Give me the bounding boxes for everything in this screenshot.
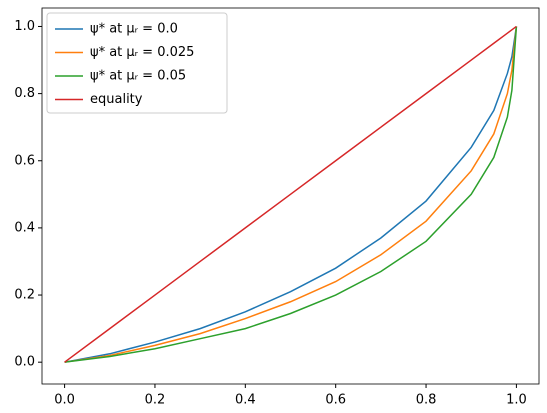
series-line — [64, 26, 518, 363]
legend-label: ψ* at μᵣ = 0.0 — [90, 22, 178, 37]
y-tick-label: 0.4 — [14, 220, 35, 235]
y-tick-label: 0.6 — [14, 153, 35, 168]
legend-label: ψ* at μᵣ = 0.05 — [90, 69, 186, 84]
series-line — [64, 26, 518, 363]
y-tick-label: 0.0 — [14, 355, 35, 370]
x-tick-label: 0.0 — [54, 393, 75, 408]
x-tick-label: 1.0 — [506, 393, 527, 408]
series-line — [64, 26, 518, 363]
plot-frame — [41, 7, 540, 385]
legend-label: ψ* at μᵣ = 0.025 — [90, 45, 194, 60]
legend-box — [46, 12, 228, 114]
y-tick-label: 1.0 — [14, 19, 35, 34]
y-tick-label: 0.2 — [14, 288, 35, 303]
x-tick-label: 0.6 — [325, 393, 346, 408]
series-line — [64, 25, 517, 363]
x-tick-label: 0.4 — [235, 393, 256, 408]
y-tick-label: 0.8 — [14, 86, 35, 101]
x-tick-label: 0.2 — [145, 393, 166, 408]
x-tick-label: 0.8 — [416, 393, 437, 408]
legend-label: equality — [90, 92, 143, 107]
